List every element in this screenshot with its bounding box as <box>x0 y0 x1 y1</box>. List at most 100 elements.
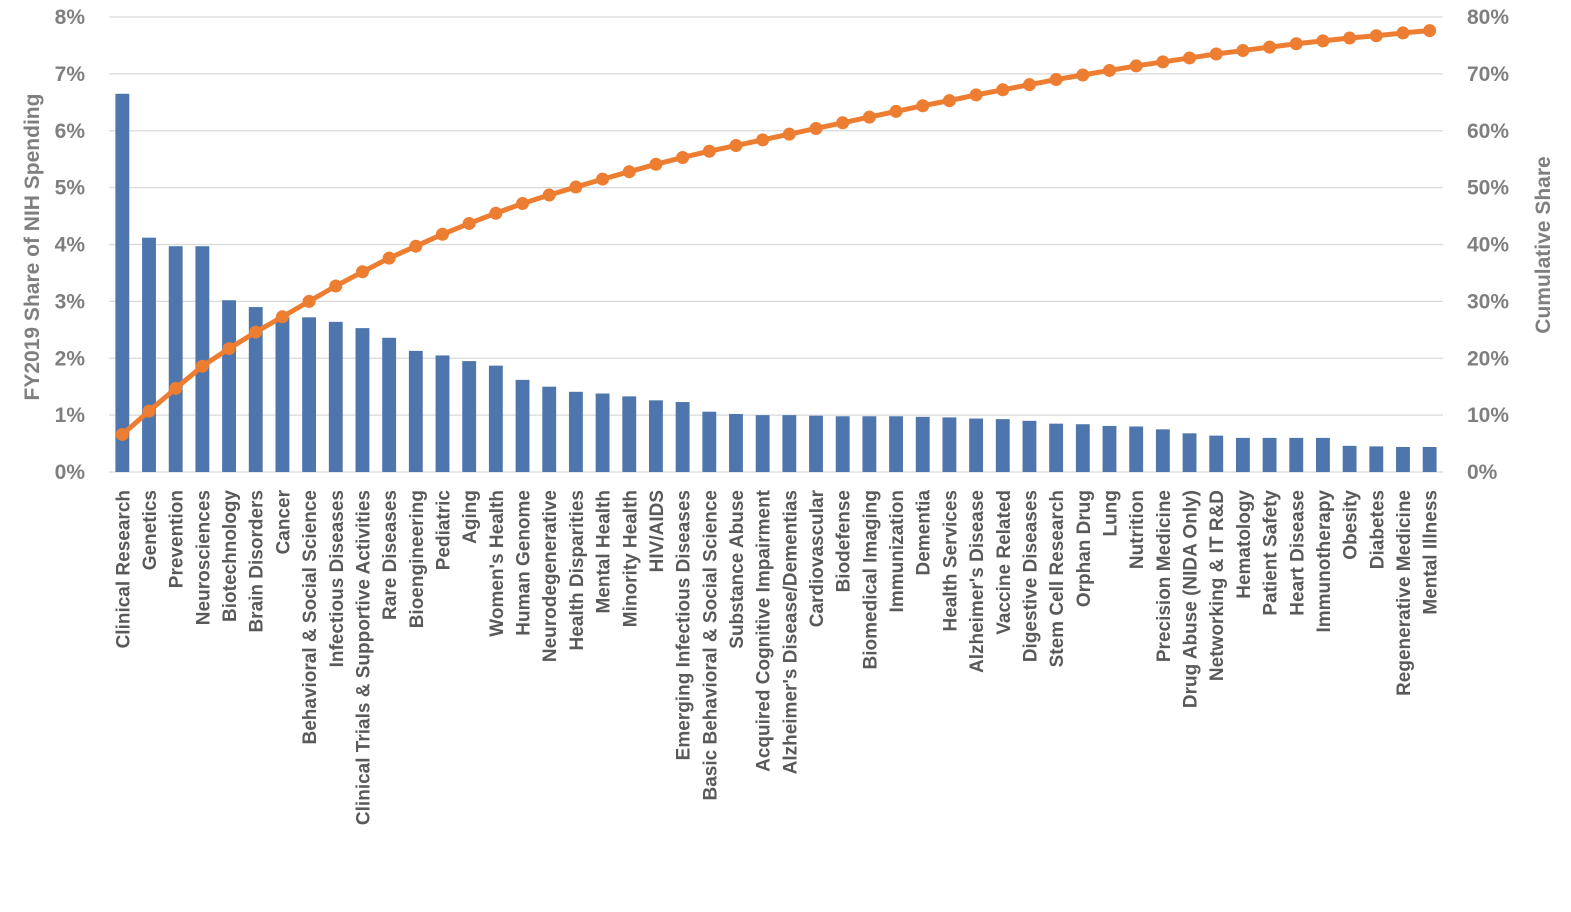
bar <box>222 300 236 472</box>
cumulative-point <box>142 404 156 418</box>
bar <box>542 386 557 472</box>
bar <box>355 328 370 472</box>
category-label: Orphan Drug <box>1074 490 1095 607</box>
category-label: Behavioral & Social Science <box>300 490 321 745</box>
right-axis-ticks: 0% 10% 20% 30% 40% 50% 60% 70% 80% <box>1467 6 1509 484</box>
category-label: Pediatric <box>434 490 455 571</box>
cumulative-point <box>329 279 343 293</box>
cumulative-point <box>1049 73 1063 87</box>
category-label: Neurodegenerative <box>540 490 561 662</box>
cumulative-point <box>569 180 583 194</box>
right-axis-title: Cumulative Share <box>1532 156 1555 333</box>
left-tick-label: 3% <box>55 290 86 313</box>
cumulative-point <box>249 325 263 339</box>
right-tick-label: 60% <box>1467 120 1509 143</box>
cumulative-point <box>1343 31 1357 45</box>
cumulative-point <box>1263 40 1277 54</box>
category-label: Nutrition <box>1127 490 1148 569</box>
category-label: Minority Health <box>620 490 641 627</box>
category-label: Alzheimer's Disease <box>967 490 988 673</box>
cumulative-point <box>302 294 316 308</box>
bar <box>568 391 583 472</box>
cumulative-point <box>195 359 209 373</box>
cumulative-point <box>1236 44 1250 58</box>
bar <box>862 416 877 472</box>
category-label: Brain Disorders <box>247 490 268 633</box>
bar <box>942 417 957 472</box>
bar <box>1075 424 1090 472</box>
bar <box>248 307 263 472</box>
category-label: Immunization <box>887 490 908 612</box>
category-label: Clinical Trials & Supportive Activities <box>353 490 374 825</box>
cumulative-point <box>1103 63 1116 77</box>
bar <box>1102 425 1117 472</box>
left-tick-label: 2% <box>55 347 86 370</box>
cumulative-point <box>809 121 823 135</box>
category-label: Heart Disease <box>1287 490 1308 616</box>
category-label: Clinical Research <box>113 490 134 648</box>
cumulative-point <box>115 427 129 441</box>
bar <box>1129 426 1144 472</box>
cumulative-point <box>1423 24 1437 38</box>
left-axis-title: FY2019 Share of NIH Spending <box>21 94 44 401</box>
category-label: Digestive Diseases <box>1020 490 1041 662</box>
category-label: Rare Diseases <box>380 490 401 620</box>
cumulative-point <box>169 381 183 395</box>
bar <box>969 418 984 472</box>
bar <box>435 355 450 472</box>
bar <box>995 419 1010 472</box>
bar <box>1342 445 1357 472</box>
left-tick-label: 8% <box>55 6 86 29</box>
category-label: Hematology <box>1234 490 1255 599</box>
bar <box>168 246 183 472</box>
bar <box>142 237 156 472</box>
category-label: Cardiovascular <box>807 489 828 627</box>
category-label: Stem Cell Research <box>1047 490 1068 667</box>
category-label: Emerging Infectious Diseases <box>674 490 695 760</box>
category-label: Basic Behavioral & Social Science <box>700 490 721 801</box>
bar <box>1262 437 1277 473</box>
bar <box>1182 433 1197 472</box>
category-label: Biomedical Imaging <box>860 490 881 669</box>
cumulative-point <box>1129 59 1143 73</box>
bar <box>755 415 770 473</box>
bar <box>195 246 210 472</box>
left-tick-label: 4% <box>55 234 86 257</box>
cumulative-line-series <box>115 24 1437 441</box>
bar <box>515 379 530 472</box>
cumulative-point <box>942 94 956 108</box>
bar <box>1289 437 1304 473</box>
category-label: Aging <box>460 490 481 544</box>
bar <box>729 413 743 472</box>
bar <box>649 400 663 472</box>
category-label: Networking & IT R&D <box>1207 490 1228 681</box>
category-label: Obesity <box>1341 490 1362 560</box>
bar <box>488 365 503 472</box>
cumulative-point <box>1209 47 1223 61</box>
left-axis-ticks: 0% 1% 2% 3% 4% 5% 6% 7% 8% <box>55 6 86 484</box>
category-labels: Clinical Research Genetics Prevention Neuro… <box>113 489 1441 825</box>
cumulative-point <box>542 188 556 202</box>
bar <box>1422 446 1437 472</box>
cumulative-point <box>889 104 903 118</box>
bar <box>115 93 130 472</box>
right-tick-label: 0% <box>1467 461 1498 484</box>
bar <box>1209 435 1224 472</box>
bar <box>1022 420 1037 472</box>
cumulative-point <box>382 251 396 265</box>
bar <box>382 337 397 472</box>
category-label: Precision Medicine <box>1154 490 1175 662</box>
bar <box>1316 437 1330 473</box>
cumulative-line <box>120 28 1430 437</box>
cumulative-point <box>969 88 983 102</box>
cumulative-point <box>436 227 449 241</box>
category-label: Prevention <box>167 490 188 588</box>
cumulative-point <box>1396 26 1410 40</box>
left-tick-label: 7% <box>55 63 86 86</box>
cumulative-point <box>409 239 423 253</box>
cumulative-point <box>1183 51 1197 65</box>
cumulative-point <box>1156 55 1170 69</box>
bar <box>835 416 850 472</box>
category-label: Human Genome <box>514 490 535 636</box>
cumulative-point <box>836 116 850 130</box>
